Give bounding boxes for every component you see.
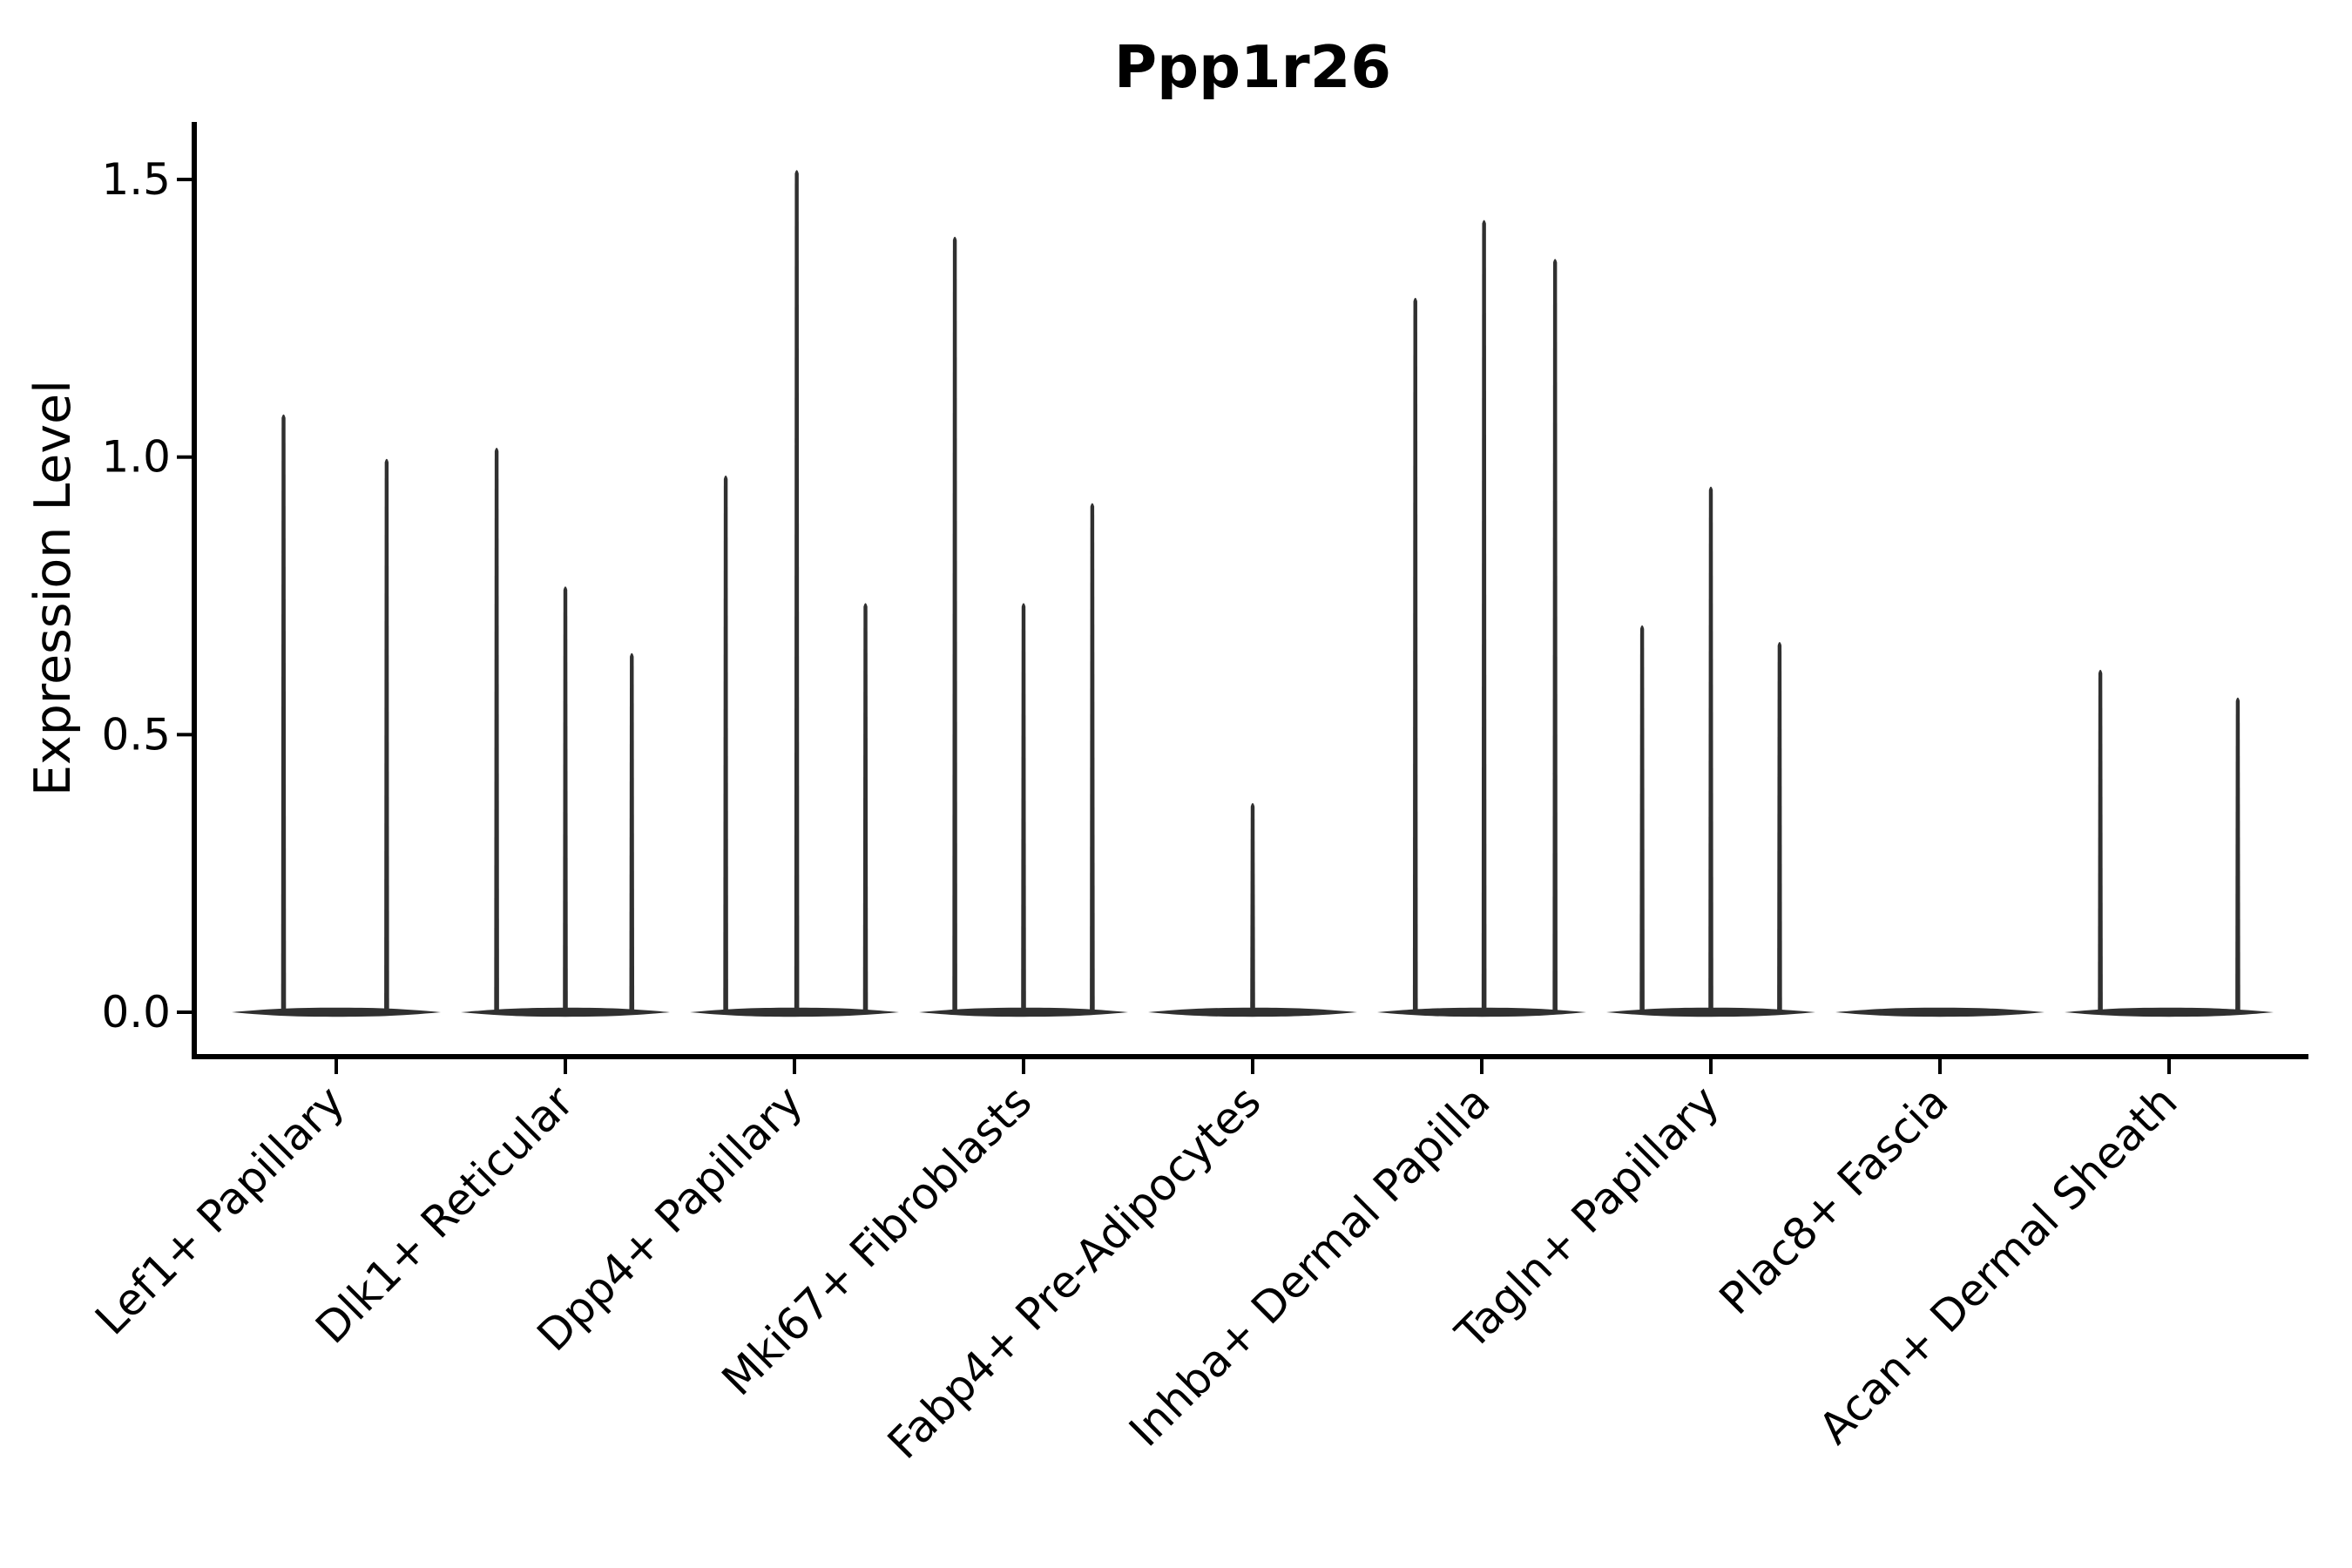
violin-base [2065, 1007, 2274, 1017]
x-tick [793, 1059, 796, 1074]
violin-base [1835, 1007, 2044, 1017]
chart-title: Ppp1r26 [1114, 33, 1391, 101]
violin-spike [1250, 802, 1255, 1014]
y-tick [177, 455, 192, 459]
violin-spike [1552, 259, 1558, 1015]
x-tick-label: Plac8+ Fascia [1710, 1076, 1958, 1324]
y-tick [177, 1010, 192, 1014]
violin-spike [384, 458, 389, 1014]
y-tick-label: 0.5 [101, 709, 171, 760]
x-tick-label: Fabp4+ Pre-Adipocytes [878, 1076, 1271, 1469]
violin-spike [2235, 697, 2240, 1014]
violin-base [232, 1007, 441, 1017]
x-tick [1938, 1059, 1942, 1074]
y-tick [177, 733, 192, 737]
violin-spike [1639, 625, 1645, 1014]
y-axis-spine [192, 122, 197, 1059]
violin-spike [794, 170, 800, 1014]
y-axis-label: Expression Level [24, 380, 82, 796]
x-tick-label: Lef1+ Papillary [85, 1076, 354, 1344]
x-tick [2167, 1059, 2171, 1074]
violin-spike [494, 447, 499, 1014]
x-tick [1480, 1059, 1484, 1074]
y-tick-label: 1.5 [101, 154, 171, 205]
violin-spike [629, 652, 635, 1014]
violin-spike [280, 414, 287, 1014]
violin-spike [723, 475, 728, 1014]
x-tick [335, 1059, 338, 1074]
violin-spike [952, 236, 957, 1014]
x-tick [1251, 1059, 1254, 1074]
y-tick [177, 178, 192, 182]
violin-spike [862, 603, 868, 1014]
violin-spike [2098, 669, 2103, 1014]
x-tick [564, 1059, 567, 1074]
violin-spike [1777, 642, 1782, 1014]
violin-spike [1708, 486, 1713, 1014]
violin-spike [1412, 297, 1418, 1014]
violin-spike [1090, 503, 1095, 1014]
x-axis-spine [192, 1054, 2308, 1059]
x-tick [1022, 1059, 1025, 1074]
y-tick-label: 1.0 [101, 432, 171, 483]
x-tick [1709, 1059, 1713, 1074]
y-tick-label: 0.0 [101, 987, 171, 1037]
violin-spike [563, 586, 568, 1014]
violin-spike [1481, 220, 1487, 1014]
violin-spike [1021, 603, 1026, 1014]
